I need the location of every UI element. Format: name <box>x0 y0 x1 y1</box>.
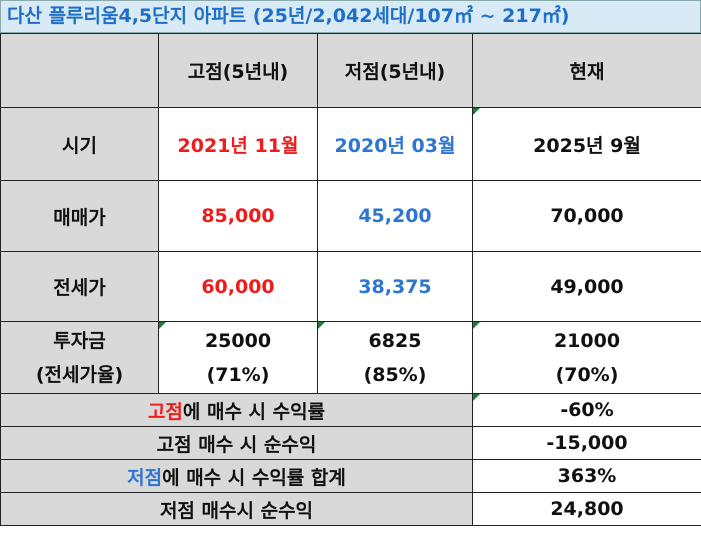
investment-low-amount: 6825 <box>368 329 422 352</box>
comparison-table: 고점(5년내) 저점(5년내) 현재 시기 2021년 11월 2020년 03… <box>0 33 701 526</box>
investment-label-line2: (전세가율) <box>35 363 124 386</box>
sale-price-current: 70,000 <box>472 180 701 252</box>
period-low: 2020년 03월 <box>317 107 473 181</box>
investment-label: 투자금 (전세가율) <box>0 321 159 394</box>
summary-label: 저점 매수시 순수익 <box>0 492 473 526</box>
investment-high-amount: 25000 <box>204 329 272 352</box>
investment-current: 21000 (70%) <box>472 321 701 394</box>
summary-value: 24,800 <box>472 492 701 526</box>
summary-value: 363% <box>472 459 701 493</box>
investment-row: 투자금 (전세가율) 25000 (71%) 6825 (85%) 21000 … <box>0 321 701 394</box>
investment-low: 6825 (85%) <box>317 321 473 394</box>
summary-label-highlight: 저점 <box>127 466 163 489</box>
jeonse-price-label: 전세가 <box>0 251 159 322</box>
investment-current-amount: 21000 <box>553 329 621 352</box>
jeonse-price-low: 38,375 <box>317 251 473 322</box>
summary-label-rest: 저점 매수시 순수익 <box>159 499 314 522</box>
summary-label-rest: 에 매수 시 수익률 합계 <box>162 466 346 489</box>
investment-current-ratio: (70%) <box>555 363 619 386</box>
summary-row: 고점에 매수 시 수익률 -60% <box>0 393 701 427</box>
sale-price-high: 85,000 <box>158 180 318 252</box>
investment-high-ratio: (71%) <box>206 363 270 386</box>
header-current: 현재 <box>472 33 701 108</box>
summary-value: -15,000 <box>472 426 701 460</box>
investment-low-ratio: (85%) <box>363 363 427 386</box>
jeonse-price-high: 60,000 <box>158 251 318 322</box>
period-row: 시기 2021년 11월 2020년 03월 2025년 9월 <box>0 107 701 181</box>
summary-label-highlight: 고점 <box>147 400 183 423</box>
summary-row: 저점에 매수 시 수익률 합계 363% <box>0 459 701 493</box>
period-current: 2025년 9월 <box>472 107 701 181</box>
header-low: 저점(5년내) <box>317 33 473 108</box>
period-high: 2021년 11월 <box>158 107 318 181</box>
header-row: 고점(5년내) 저점(5년내) 현재 <box>0 33 701 108</box>
page-title: 다산 플루리움4,5단지 아파트 (25년/2,042세대/107㎡ ~ 217… <box>0 0 701 33</box>
investment-high: 25000 (71%) <box>158 321 318 394</box>
summary-label-rest: 고점 매수 시 순수익 <box>156 433 317 456</box>
summary-label-rest: 에 매수 시 수익률 <box>182 400 326 423</box>
summary-label: 고점 매수 시 순수익 <box>0 426 473 460</box>
period-label: 시기 <box>0 107 159 181</box>
summary-row: 고점 매수 시 순수익 -15,000 <box>0 426 701 460</box>
header-high: 고점(5년내) <box>158 33 318 108</box>
sale-price-low: 45,200 <box>317 180 473 252</box>
sale-price-label: 매매가 <box>0 180 159 252</box>
investment-label-line1: 투자금 <box>53 329 106 352</box>
summary-value: -60% <box>472 393 701 427</box>
summary-label: 저점에 매수 시 수익률 합계 <box>0 459 473 493</box>
header-corner-cell <box>0 33 159 108</box>
summary-row: 저점 매수시 순수익 24,800 <box>0 492 701 526</box>
summary-label: 고점에 매수 시 수익률 <box>0 393 473 427</box>
sale-price-row: 매매가 85,000 45,200 70,000 <box>0 180 701 252</box>
jeonse-price-row: 전세가 60,000 38,375 49,000 <box>0 251 701 322</box>
jeonse-price-current: 49,000 <box>472 251 701 322</box>
